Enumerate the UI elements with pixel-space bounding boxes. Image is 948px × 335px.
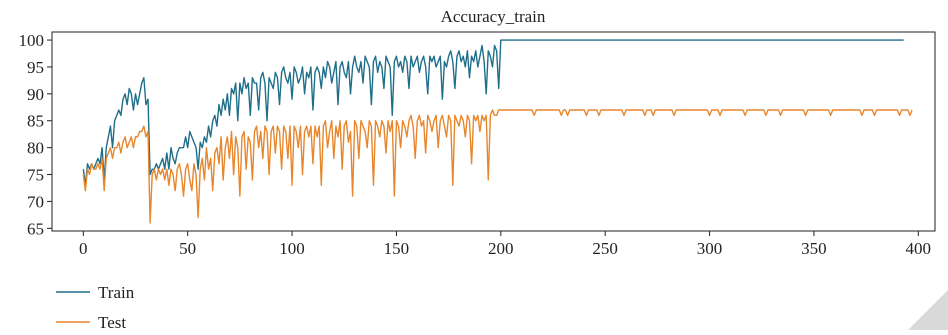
y-tick-label: 100 <box>19 31 45 50</box>
legend: Train Test <box>56 283 135 330</box>
y-tick-label: 75 <box>27 166 44 185</box>
y-tick-label: 70 <box>27 192 44 211</box>
series-line-test <box>83 110 912 223</box>
y-tick-label: 85 <box>27 112 44 131</box>
y-tick-label: 80 <box>27 139 44 158</box>
chart-title: Accuracy_train <box>441 7 546 26</box>
legend-label-test: Test <box>98 313 126 330</box>
x-tick-label: 200 <box>488 239 514 258</box>
series-layer <box>83 40 912 223</box>
x-tick-label: 50 <box>179 239 196 258</box>
corner-fold <box>908 290 948 330</box>
x-tick-label: 400 <box>906 239 932 258</box>
x-tick-label: 350 <box>801 239 827 258</box>
x-tick-label: 100 <box>279 239 305 258</box>
y-axis: 65 70 75 80 85 90 95 100 <box>19 31 53 238</box>
y-tick-label: 95 <box>27 58 44 77</box>
x-tick-label: 0 <box>79 239 88 258</box>
y-tick-label: 90 <box>27 85 44 104</box>
x-tick-label: 250 <box>592 239 618 258</box>
x-tick-label: 150 <box>384 239 410 258</box>
legend-label-train: Train <box>98 283 135 302</box>
x-tick-label: 300 <box>697 239 723 258</box>
x-axis: 0 50 100 150 200 250 300 350 400 <box>79 231 931 258</box>
y-tick-label: 65 <box>27 219 44 238</box>
